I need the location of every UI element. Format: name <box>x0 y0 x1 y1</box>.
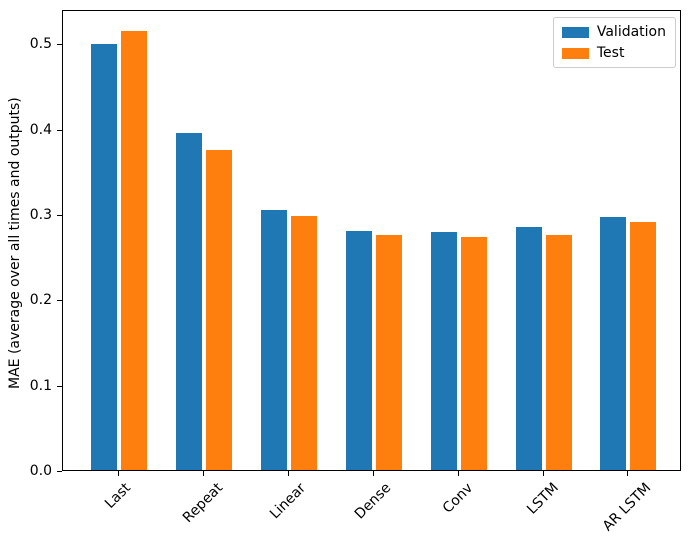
validation-bar-lstm <box>515 226 542 470</box>
legend: Validation Test <box>552 17 676 68</box>
x-tick-label-dense: Dense <box>351 479 394 523</box>
validation-bar-linear <box>260 209 287 470</box>
bar-group-last <box>91 11 147 470</box>
x-axis <box>62 471 681 477</box>
y-tick-label-0.2: 0.2 <box>29 292 52 309</box>
y-tick-label-0.0: 0.0 <box>29 463 52 479</box>
test-bar-ar-lstm <box>630 221 657 470</box>
test-legend-label: Test <box>596 45 625 61</box>
x-tick-label-ar-lstm: AR LSTM <box>600 479 655 535</box>
y-tick-mark <box>57 129 62 131</box>
x-tick-mark <box>118 471 119 476</box>
x-tick-label-last: Last <box>102 479 134 512</box>
legend-entry-test: Test <box>561 45 666 61</box>
y-tick-label-0.4: 0.4 <box>29 121 52 138</box>
bar-group-conv <box>430 11 487 470</box>
bar-group-lstm <box>515 11 572 470</box>
test-bar-repeat <box>205 149 232 470</box>
y-tick-mark <box>57 214 62 216</box>
y-tick-label-0.5: 0.5 <box>29 36 52 53</box>
validation-bar-conv <box>430 232 457 470</box>
validation-bar-repeat <box>175 133 202 470</box>
y-tick-label-0.1: 0.1 <box>29 377 52 394</box>
x-tick-label-repeat: Repeat <box>179 479 226 527</box>
test-bar-linear <box>290 215 317 470</box>
test-bar-last <box>121 31 147 470</box>
bar-group-linear <box>260 11 317 470</box>
x-tick-mark <box>627 471 629 476</box>
bar-group-repeat <box>175 11 232 470</box>
x-tick-mark <box>542 471 544 476</box>
x-tick-label-lstm: LSTM <box>523 479 562 518</box>
y-tick-mark <box>57 471 62 472</box>
bars-layer <box>63 11 680 470</box>
bar-group-ar-lstm <box>600 11 657 470</box>
y-axis: 0.0 0.1 0.2 0.3 0.4 0.5 <box>0 10 62 479</box>
test-bar-dense <box>375 235 402 470</box>
y-tick-mark <box>57 385 62 387</box>
x-tick-label-conv: Conv <box>439 480 476 517</box>
validation-bar-ar-lstm <box>600 216 627 470</box>
test-swatch <box>561 47 589 59</box>
validation-legend-label: Validation <box>596 24 666 40</box>
y-tick-mark <box>57 300 62 302</box>
validation-swatch <box>561 26 589 38</box>
legend-entry-validation: Validation <box>561 24 666 40</box>
x-tick-mark <box>202 471 204 476</box>
validation-bar-dense <box>345 231 372 470</box>
plot-area: Validation Test <box>62 10 681 471</box>
x-tick-label-linear: Linear <box>266 480 309 523</box>
x-tick-mark <box>457 471 459 476</box>
x-tick-mark <box>287 471 289 476</box>
test-bar-lstm <box>545 234 572 470</box>
y-tick-label-0.3: 0.3 <box>29 206 52 223</box>
bar-group-dense <box>345 11 402 470</box>
x-axis-labels: Last Repeat Linear Dense Conv LSTM AR LSTM <box>62 480 681 544</box>
x-tick-mark <box>372 471 374 476</box>
y-tick-mark <box>57 44 62 46</box>
validation-bar-last <box>91 44 117 470</box>
test-bar-conv <box>460 237 487 470</box>
